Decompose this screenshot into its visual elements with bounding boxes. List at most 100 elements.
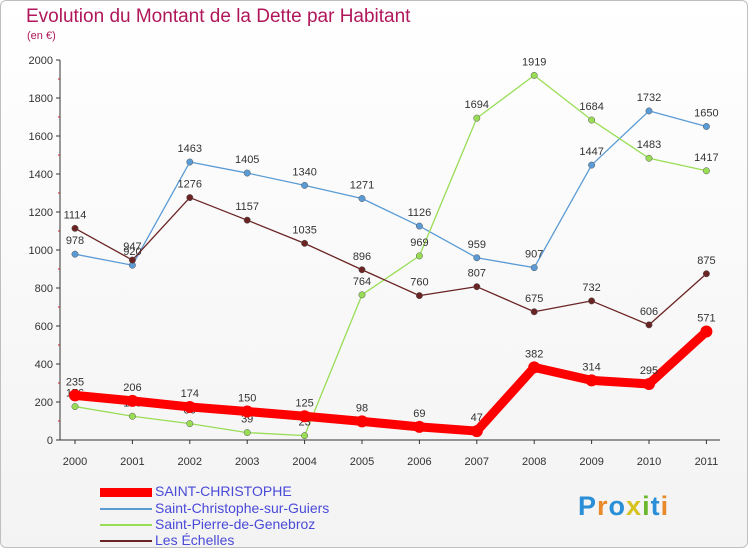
data-label: 174 [181, 388, 199, 400]
data-label: 947 [123, 241, 141, 253]
y-tick-label: 1200 [29, 207, 53, 219]
data-label: 760 [410, 277, 428, 289]
data-point [643, 377, 655, 390]
data-point [241, 405, 254, 418]
legend-label: Saint-Pierre-de-Genebroz [155, 516, 316, 532]
data-point [702, 123, 710, 130]
data-label: 1919 [522, 56, 546, 68]
x-tick-label: 2006 [407, 456, 431, 468]
data-point [700, 325, 713, 338]
proxiti-logo: Proxiti [578, 491, 669, 522]
legend-label: Saint-Christophe-sur-Guiers [155, 500, 330, 516]
data-label: 1684 [579, 101, 603, 113]
data-point [358, 291, 366, 299]
data-point [530, 71, 538, 79]
data-point [473, 254, 481, 262]
series-line-3 [74, 196, 708, 326]
x-tick-label: 2011 [695, 456, 719, 468]
data-label: 969 [410, 237, 428, 249]
data-point [298, 410, 311, 423]
x-tick-label: 2008 [522, 456, 546, 468]
data-point [588, 116, 596, 124]
legend-swatch [100, 524, 152, 526]
data-label: 1276 [178, 179, 202, 191]
data-point [645, 321, 653, 329]
x-tick-label: 2005 [350, 456, 374, 468]
data-point [186, 158, 194, 166]
data-point [301, 239, 309, 247]
logo-letter: t [650, 491, 661, 521]
chart-subtitle: (en €) [27, 30, 56, 42]
data-label: 959 [468, 239, 486, 251]
data-label: 732 [582, 282, 600, 294]
y-tick-label: 1600 [29, 131, 53, 143]
logo-letter: i [660, 491, 670, 521]
y-tick-label: 2000 [29, 55, 53, 67]
data-point [183, 400, 196, 413]
data-label: 807 [468, 268, 486, 280]
data-label: 571 [697, 313, 715, 325]
data-label: 1405 [235, 154, 259, 166]
data-point [71, 250, 79, 258]
data-point [473, 114, 481, 122]
y-tick-label: 1400 [29, 169, 53, 181]
data-label: 47 [471, 412, 483, 424]
data-label: 125 [295, 397, 313, 409]
data-point [186, 420, 194, 428]
data-point [243, 429, 251, 437]
x-tick-label: 2004 [292, 456, 316, 468]
legend-swatch [100, 487, 152, 497]
data-label: 235 [66, 376, 84, 388]
data-point [128, 256, 136, 264]
data-point [413, 420, 426, 433]
data-label: 875 [697, 255, 715, 267]
data-label: 150 [238, 393, 256, 405]
logo-letter: r [597, 491, 609, 521]
data-point [588, 161, 596, 169]
data-label: 978 [66, 235, 84, 247]
data-point [473, 283, 481, 291]
y-tick-label: 0 [47, 435, 53, 447]
data-point [702, 270, 710, 278]
series-line-1 [74, 110, 708, 269]
data-label: 382 [525, 348, 543, 360]
data-point [186, 194, 194, 202]
data-label: 1340 [292, 166, 316, 178]
legend-label: Les Échelles [155, 532, 235, 548]
data-label: 1483 [637, 139, 661, 151]
x-tick-label: 2000 [63, 456, 87, 468]
logo-letter: P [578, 491, 598, 521]
data-label: 1114 [64, 209, 87, 221]
data-point [415, 252, 423, 260]
legend-swatch [100, 508, 152, 510]
x-tick-label: 2003 [235, 456, 259, 468]
data-point [71, 403, 79, 411]
logo-letter: x [626, 491, 643, 521]
data-point [530, 308, 538, 316]
data-label: 69 [413, 408, 425, 420]
y-tick-label: 1800 [29, 93, 53, 105]
legend-swatch [100, 540, 152, 542]
legend-label: SAINT-CHRISTOPHE [155, 483, 292, 499]
data-point [243, 216, 251, 224]
y-tick-label: 600 [35, 321, 53, 333]
data-label: 295 [640, 365, 658, 377]
data-label: 314 [582, 361, 600, 373]
data-label: 606 [640, 306, 658, 318]
data-label: 1694 [465, 99, 489, 111]
data-label: 1271 [350, 180, 374, 192]
y-tick-label: 800 [35, 283, 53, 295]
data-label: 206 [123, 382, 141, 394]
y-tick-label: 1000 [29, 245, 53, 257]
data-point [69, 389, 81, 402]
data-point [528, 361, 541, 374]
chart-title: Evolution du Montant de la Dette par Hab… [26, 6, 411, 27]
data-label: 907 [525, 249, 543, 261]
data-point [301, 432, 309, 440]
data-label: 896 [353, 251, 371, 263]
data-point [702, 167, 710, 175]
data-label: 675 [525, 293, 543, 305]
data-point [71, 224, 79, 232]
data-point [358, 195, 366, 202]
